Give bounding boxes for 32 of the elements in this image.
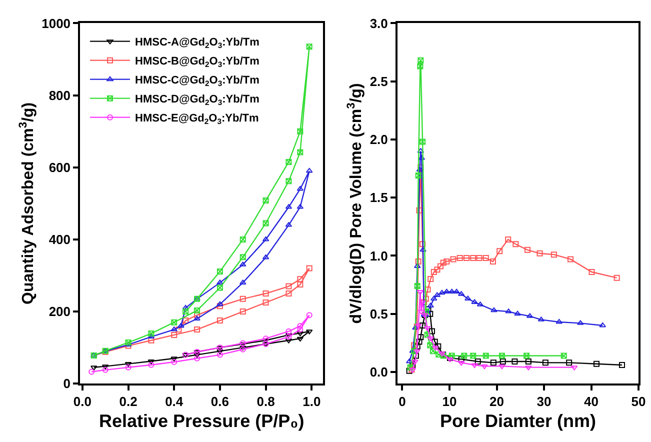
y-tick-label: 0.0: [370, 364, 388, 380]
x-tick-label: 0.8: [256, 394, 275, 410]
legend-label: HMSC-C@Gd$_{2}$O$_{3}$:Yb/Tm: [135, 74, 260, 88]
x-tick-label: 40: [584, 394, 599, 410]
y-tick-label: 0: [63, 376, 71, 392]
x-tick-label: 20: [490, 394, 504, 410]
y-tick-label: 3.0: [370, 16, 388, 31]
y-tick-label: 0.5: [370, 306, 388, 322]
y-tick-label: 2.5: [370, 74, 388, 89]
x-tick-label: 10: [442, 394, 457, 410]
x-axis-title: Pore Diamter (nm): [440, 410, 596, 431]
y-tick-label: 2.0: [370, 132, 388, 148]
x-tick-label: 50: [631, 394, 646, 410]
legend-label: HMSC-A@Gd$_{2}$O$_{3}$:Yb/Tm: [135, 36, 260, 50]
y-tick-label: 1.0: [370, 248, 388, 264]
y-tick-label: 800: [48, 88, 71, 103]
x-tick-label: 30: [536, 394, 552, 410]
x-tick-label: 0.4: [165, 394, 184, 410]
y-tick-label: 600: [48, 160, 71, 175]
x-tick-label: 0.2: [119, 394, 138, 410]
y-tick-label: 200: [48, 304, 71, 320]
x-tick-label: 0.0: [73, 394, 92, 410]
x-tick-label: 1.0: [302, 394, 321, 410]
y-tick-label: 400: [48, 232, 71, 248]
y-tick-label: 1.5: [370, 190, 388, 206]
x-axis-title: Relative Pressure (P/P₀): [99, 410, 304, 431]
x-tick-label: 0.6: [210, 394, 229, 410]
legend-label: HMSC-D@Gd$_{2}$O$_{3}$:Yb/Tm: [135, 94, 260, 107]
legend-label: HMSC-B@Gd$_{2}$O$_{3}$:Yb/Tm: [135, 56, 260, 69]
y-tick-label: 1000: [42, 16, 71, 31]
x-tick-label: 0: [398, 394, 406, 410]
legend-label: HMSC-E@Gd$_{2}$O$_{3}$:Yb/Tm: [135, 112, 260, 126]
